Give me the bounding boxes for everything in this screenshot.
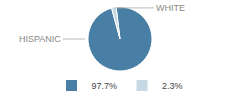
svg-text:WHITE: WHITE <box>156 3 185 13</box>
svg-text:HISPANIC: HISPANIC <box>19 34 61 44</box>
svg-text:97.7%: 97.7% <box>92 81 118 91</box>
svg-text:2.3%: 2.3% <box>162 81 183 91</box>
